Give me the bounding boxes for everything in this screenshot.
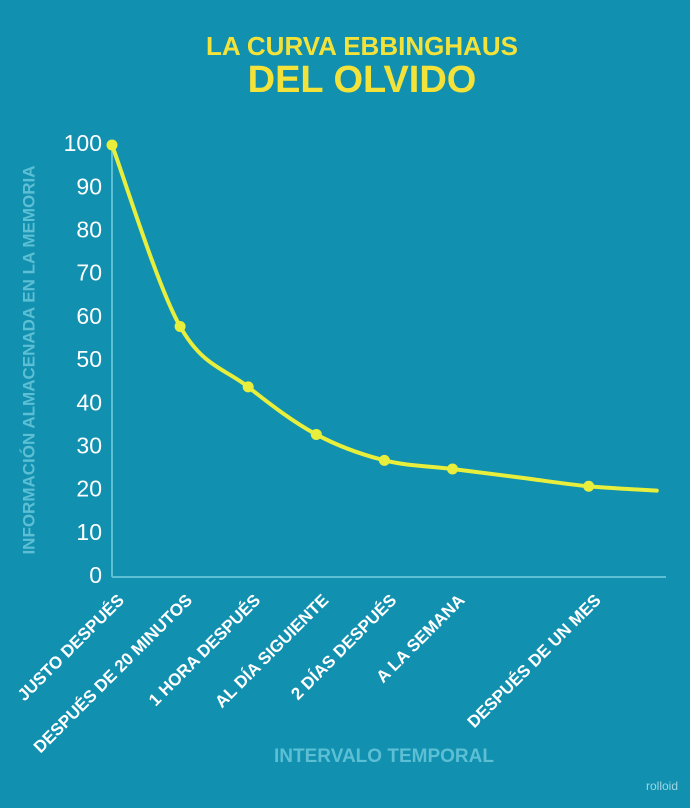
y-tick-label: 60 <box>76 303 102 329</box>
x-axis-label: INTERVALO TEMPORAL <box>274 746 494 767</box>
point <box>310 428 322 440</box>
y-tick-label: 50 <box>76 346 102 372</box>
y-tick-label: 70 <box>76 260 102 286</box>
y-tick-label: 10 <box>76 519 102 545</box>
point <box>378 454 390 466</box>
y-tick-label: 40 <box>76 389 102 415</box>
y-tick-label: 80 <box>76 216 102 242</box>
point <box>106 139 118 151</box>
point <box>447 463 458 475</box>
point <box>174 320 186 332</box>
point <box>583 480 595 492</box>
y-axis-label: INFORMACIÓN ALMACENADA EN LA MEMORIA <box>19 165 38 554</box>
y-tick-label: 90 <box>76 173 102 199</box>
chart-title: LA CURVA EBBINGHAUS <box>206 31 518 61</box>
y-tick-label: 100 <box>64 130 102 156</box>
point <box>242 381 254 393</box>
y-tick-label: 20 <box>76 476 102 502</box>
y-tick-label: 30 <box>76 432 102 458</box>
watermark: rolloid <box>646 779 678 793</box>
chart-subtitle: DEL OLVIDO <box>248 59 477 101</box>
y-tick-label: 0 <box>89 562 102 588</box>
